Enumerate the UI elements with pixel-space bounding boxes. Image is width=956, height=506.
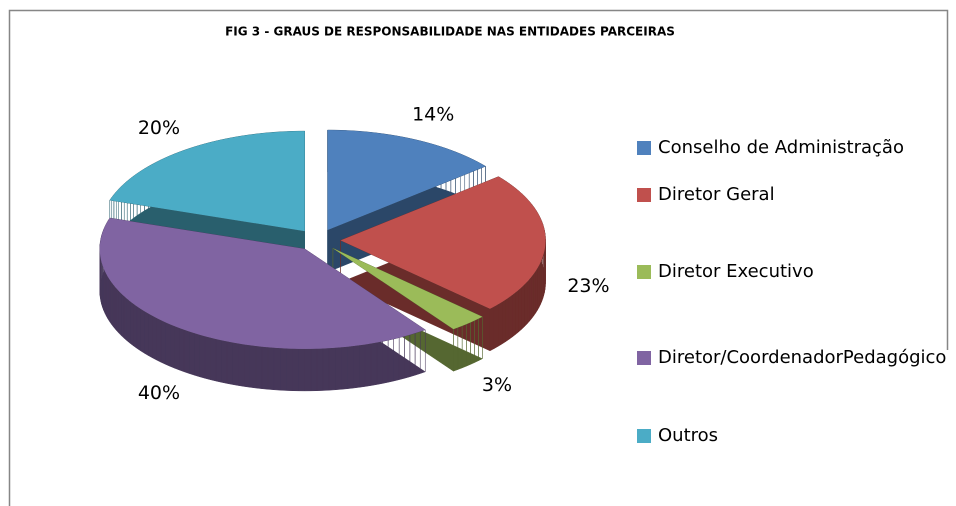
chart-title: FIG 3 - GRAUS DE RESPONSABILIDADE NAS EN… — [225, 25, 675, 39]
legend-swatch — [637, 351, 651, 365]
legend-swatch — [637, 265, 651, 279]
legend-label: Diretor Geral — [658, 184, 775, 205]
slice-top — [327, 130, 486, 231]
slice-top — [340, 176, 546, 309]
slice-top — [109, 131, 305, 232]
legend-swatch — [637, 141, 651, 155]
value-label: 14% — [412, 104, 454, 126]
legend-label: Outros — [658, 425, 718, 446]
value-label: 20% — [138, 117, 180, 139]
legend-swatch — [637, 188, 651, 202]
slice-top — [332, 248, 483, 330]
slice — [340, 176, 546, 352]
chart-frame — [8, 9, 949, 506]
legend-swatch — [637, 429, 651, 443]
value-label: 23% — [567, 275, 609, 297]
value-label: 3% — [482, 374, 512, 396]
legend-label: Conselho de Administração — [658, 137, 904, 158]
value-label: 40% — [138, 382, 180, 404]
legend-label: Diretor/CoordenadorPedagógico — [658, 347, 946, 368]
legend-label: Diretor Executivo — [658, 261, 814, 282]
slice-top — [99, 217, 426, 349]
slice — [99, 217, 426, 392]
